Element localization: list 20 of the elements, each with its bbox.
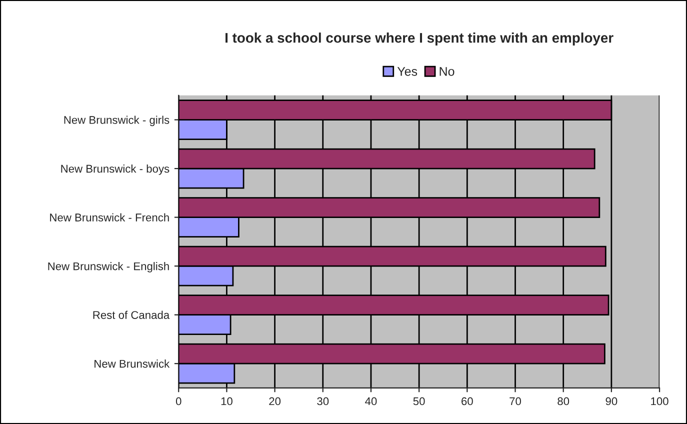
chart-title: I took a school course where I spent time with an employer	[226, 32, 614, 46]
x-tick-label: 0	[176, 397, 182, 406]
y-tick-label: New Brunswick	[94, 360, 170, 368]
y-tick-label: New Brunswick - girls	[64, 116, 170, 126]
legend-label: Yes	[397, 67, 418, 76]
x-tick-label: 70	[510, 397, 521, 406]
x-tick-label: 20	[269, 397, 281, 406]
x-tick-label: 40	[365, 397, 377, 406]
x-tick-label: 60	[462, 397, 473, 406]
x-tick-label: 10	[221, 397, 232, 406]
x-tick-label: 30	[317, 397, 329, 406]
x-tick-label: 90	[606, 397, 618, 406]
x-tick-label: 50	[413, 397, 425, 406]
x-tick-label: 80	[558, 397, 570, 406]
x-tick-label: 100	[651, 397, 668, 406]
y-tick-label: New Brunswick - boys	[61, 164, 170, 175]
y-tick-label: Rest of Canada	[93, 310, 170, 319]
y-tick-label: New Brunswick - English	[48, 262, 169, 272]
legend-label: No	[440, 67, 454, 76]
y-tick-label: New Brunswick - French	[50, 213, 169, 222]
